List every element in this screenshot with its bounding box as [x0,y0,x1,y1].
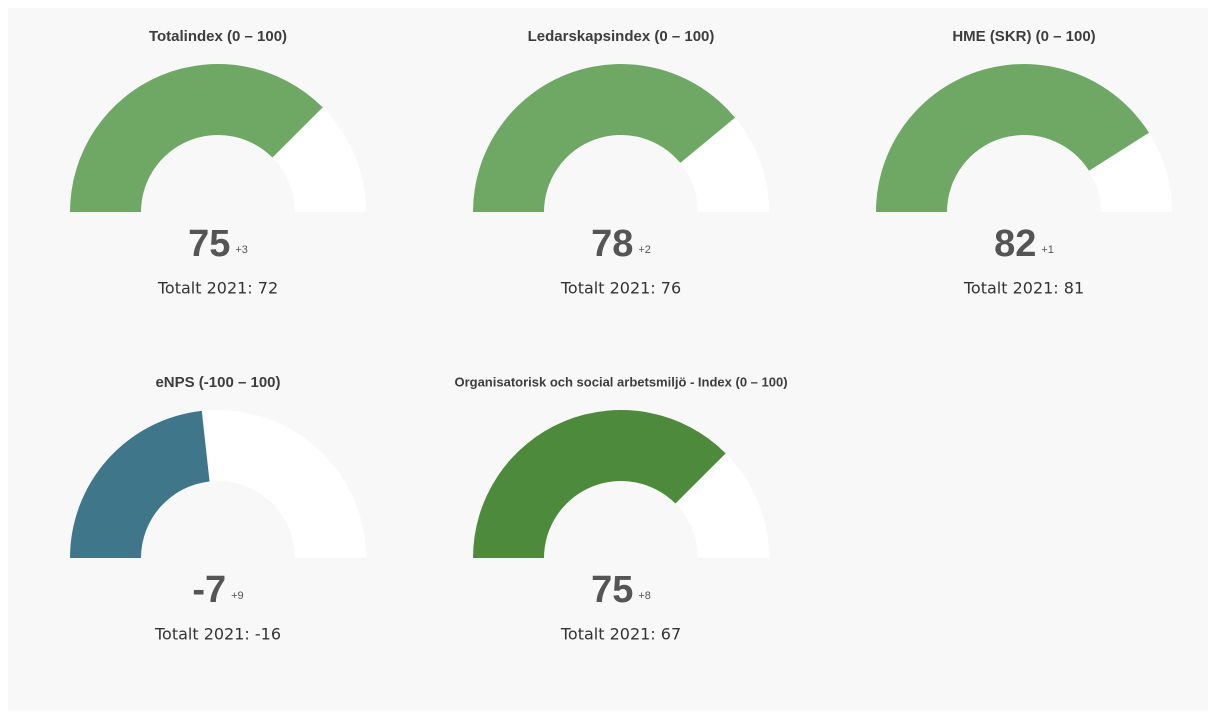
gauge-title: Organisatorisk och social arbetsmiljö - … [454,374,787,389]
gauge-title: eNPS (-100 – 100) [155,374,280,391]
gauge-value: 75 +3 [188,223,248,265]
value-label: -7 [192,569,226,611]
gauge-caption: Totalt 2021: 67 [560,625,681,644]
gauge-caption: Totalt 2021: 81 [963,279,1084,298]
value-label: 75 [591,569,633,611]
gauge-title: Ledarskapsindex (0 – 100) [528,28,715,45]
gauge-value-arc [876,63,1149,212]
gauge-value: -7 +9 [192,569,243,611]
gauge-caption: Totalt 2021: 72 [157,279,278,298]
gauge-value: 75 +8 [591,569,651,611]
value-label: 78 [591,223,633,265]
gauge-caption: Totalt 2021: 76 [560,279,681,298]
value-label: 82 [994,223,1036,265]
gauge-caption: Totalt 2021: -16 [154,625,281,644]
gauge-value: 82 +1 [994,223,1054,265]
gauge-value-arc [70,410,210,558]
change-label: +8 [638,590,651,602]
gauge-value-arc [473,410,726,558]
value-label: 75 [188,223,230,265]
gauge-value-arc [70,64,323,212]
gauge-title: Totalindex (0 – 100) [149,28,287,45]
change-label: +1 [1041,244,1054,256]
gauge-title: HME (SKR) (0 – 100) [952,28,1095,45]
gauge-value: 78 +2 [591,223,651,265]
gauge-value-arc [473,63,736,212]
change-label: +9 [231,590,244,602]
change-label: +3 [235,244,248,256]
change-label: +2 [638,244,651,256]
